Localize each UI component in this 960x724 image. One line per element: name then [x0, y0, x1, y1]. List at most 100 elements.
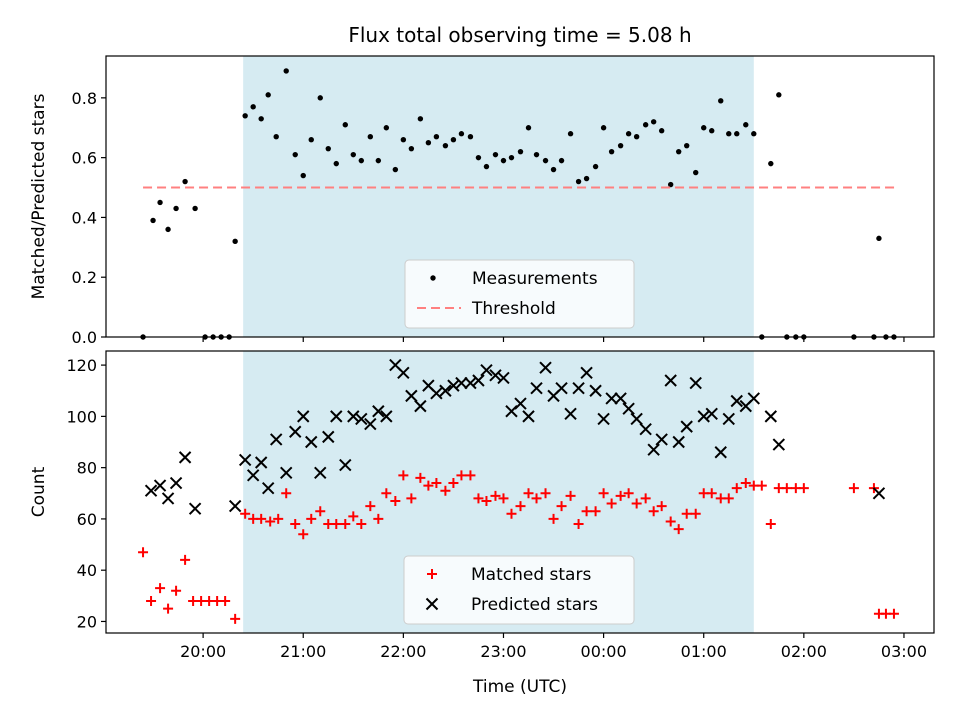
data-point [298, 529, 309, 540]
data-point [292, 151, 298, 158]
data-point [398, 470, 409, 481]
data-point [228, 499, 242, 513]
data-point [169, 476, 183, 490]
data-point [522, 410, 535, 423]
x-tick-label: 22:00 [380, 642, 426, 661]
data-point [144, 484, 158, 497]
top-panel: 0.0 0.2 0.4 0.6 0.8 Matched/Predicted stars Me… [29, 55, 935, 347]
data-point [372, 405, 385, 418]
y-tick-label: 0.0 [72, 328, 97, 347]
data-point [358, 157, 365, 164]
data-point [533, 151, 540, 158]
data-point [622, 402, 635, 415]
data-point [730, 394, 743, 408]
data-point [709, 128, 715, 134]
data-point [483, 163, 490, 170]
x-tick-label: 20:00 [180, 642, 226, 661]
data-point [639, 422, 652, 436]
data-point [180, 554, 191, 565]
y-tick-label: 0.2 [72, 268, 97, 287]
data-point [290, 519, 301, 530]
data-point [581, 506, 592, 517]
data-point [415, 472, 426, 483]
data-point [472, 374, 485, 387]
data-point [580, 366, 593, 379]
data-point [138, 547, 149, 558]
data-point [481, 495, 492, 506]
data-point [564, 407, 577, 421]
data-point [656, 501, 667, 512]
data-point [273, 513, 284, 524]
y-tick-label: 0.8 [72, 89, 97, 108]
data-point [439, 384, 452, 397]
legend-swatch [427, 569, 437, 579]
data-point [567, 131, 574, 137]
data-point [558, 157, 565, 164]
data-point [157, 199, 163, 206]
x-tick-label: 01:00 [681, 642, 727, 661]
data-point [648, 506, 659, 517]
data-point [414, 399, 427, 413]
data-point [390, 495, 401, 506]
data-point [623, 488, 634, 499]
data-point [573, 519, 584, 530]
data-point [555, 381, 568, 395]
data-point [281, 488, 292, 499]
data-point [232, 238, 238, 245]
data-point [155, 583, 166, 594]
legend-box [404, 259, 635, 329]
data-point [192, 205, 198, 212]
chart-title: Flux total observing time = 5.08 h [348, 23, 691, 47]
y-axis-label: Count [29, 466, 49, 517]
data-point [188, 502, 202, 515]
data-point [556, 501, 567, 512]
data-point [440, 485, 451, 496]
legend-label: Matched stars [471, 565, 591, 585]
data-point [380, 410, 393, 423]
axes-frame [105, 55, 935, 338]
data-point [348, 511, 359, 522]
legend-label: Threshold [471, 299, 556, 319]
legend: Matched stars Predicted stars [403, 555, 635, 625]
data-point [314, 466, 327, 479]
data-point [254, 456, 268, 469]
data-point [497, 371, 510, 385]
data-point [642, 122, 649, 128]
data-point [680, 420, 693, 433]
x-tick-label: 03:00 [881, 642, 927, 661]
data-point [515, 501, 526, 512]
data-point [722, 412, 735, 426]
data-point [590, 506, 601, 517]
data-point [734, 131, 740, 137]
data-point [322, 430, 335, 444]
y-tick-label: 40 [77, 561, 97, 580]
data-point [242, 113, 248, 119]
data-point [768, 160, 774, 167]
data-point [617, 142, 624, 149]
data-point [297, 410, 310, 423]
data-point [706, 488, 717, 499]
y-tick-label: 60 [77, 510, 97, 529]
data-point [872, 487, 886, 500]
data-point [848, 483, 859, 494]
data-point [265, 92, 271, 98]
data-point [475, 154, 482, 161]
data-point [220, 595, 231, 606]
data-point [592, 163, 599, 170]
data-point [238, 453, 252, 467]
data-point [731, 483, 742, 494]
data-point [530, 381, 543, 395]
data-point [458, 131, 465, 137]
legend-label: Predicted stars [471, 595, 598, 615]
data-point [150, 217, 156, 224]
data-point [548, 513, 559, 524]
data-point [455, 376, 468, 390]
legend-label: Measurements [472, 269, 598, 289]
data-point [448, 478, 459, 489]
axes-frame [105, 350, 935, 634]
data-point [342, 122, 348, 128]
data-point [597, 412, 610, 426]
data-point [350, 151, 356, 158]
data-point [693, 169, 699, 176]
